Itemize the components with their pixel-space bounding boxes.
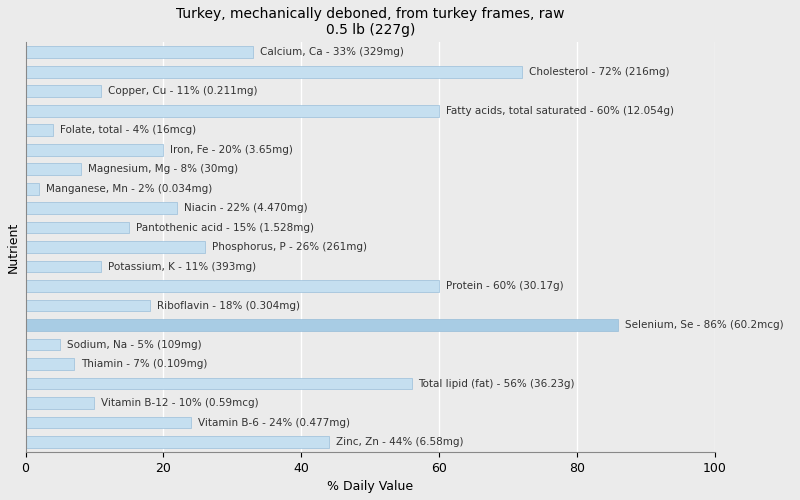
Title: Turkey, mechanically deboned, from turkey frames, raw
0.5 lb (227g): Turkey, mechanically deboned, from turke… [176, 7, 565, 37]
Bar [26, 261, 102, 272]
Text: Total lipid (fat) - 56% (36.23g): Total lipid (fat) - 56% (36.23g) [418, 378, 575, 388]
Bar [26, 378, 412, 390]
Text: Magnesium, Mg - 8% (30mg): Magnesium, Mg - 8% (30mg) [87, 164, 238, 174]
Bar [26, 242, 205, 253]
Text: Sodium, Na - 5% (109mg): Sodium, Na - 5% (109mg) [67, 340, 202, 349]
Text: Copper, Cu - 11% (0.211mg): Copper, Cu - 11% (0.211mg) [108, 86, 258, 96]
Bar [26, 124, 53, 136]
Bar [26, 338, 60, 350]
Bar [26, 66, 522, 78]
Bar [26, 222, 129, 234]
Text: Potassium, K - 11% (393mg): Potassium, K - 11% (393mg) [108, 262, 256, 272]
X-axis label: % Daily Value: % Daily Value [327, 480, 414, 493]
Bar [26, 144, 163, 156]
Bar [26, 319, 618, 331]
Text: Pantothenic acid - 15% (1.528mg): Pantothenic acid - 15% (1.528mg) [136, 222, 314, 232]
Text: Manganese, Mn - 2% (0.034mg): Manganese, Mn - 2% (0.034mg) [46, 184, 213, 194]
Bar [26, 416, 191, 428]
Text: Vitamin B-12 - 10% (0.59mcg): Vitamin B-12 - 10% (0.59mcg) [102, 398, 259, 408]
Text: Vitamin B-6 - 24% (0.477mg): Vitamin B-6 - 24% (0.477mg) [198, 418, 350, 428]
Y-axis label: Nutrient: Nutrient [7, 222, 20, 273]
Text: Calcium, Ca - 33% (329mg): Calcium, Ca - 33% (329mg) [260, 47, 404, 57]
Bar [26, 86, 102, 97]
Text: Phosphorus, P - 26% (261mg): Phosphorus, P - 26% (261mg) [212, 242, 366, 252]
Bar [26, 300, 150, 312]
Bar [26, 164, 81, 175]
Text: Thiamin - 7% (0.109mg): Thiamin - 7% (0.109mg) [81, 359, 207, 369]
Bar [26, 202, 177, 214]
Bar [26, 183, 39, 194]
Bar [26, 397, 94, 409]
Text: Protein - 60% (30.17g): Protein - 60% (30.17g) [446, 281, 564, 291]
Bar [26, 280, 439, 292]
Text: Zinc, Zn - 44% (6.58mg): Zinc, Zn - 44% (6.58mg) [336, 437, 463, 447]
Text: Selenium, Se - 86% (60.2mcg): Selenium, Se - 86% (60.2mcg) [626, 320, 784, 330]
Bar [26, 436, 329, 448]
Text: Riboflavin - 18% (0.304mg): Riboflavin - 18% (0.304mg) [157, 300, 299, 310]
Bar [26, 105, 439, 117]
Text: Folate, total - 4% (16mcg): Folate, total - 4% (16mcg) [60, 125, 196, 135]
Text: Fatty acids, total saturated - 60% (12.054g): Fatty acids, total saturated - 60% (12.0… [446, 106, 674, 116]
Text: Cholesterol - 72% (216mg): Cholesterol - 72% (216mg) [529, 66, 670, 76]
Text: Iron, Fe - 20% (3.65mg): Iron, Fe - 20% (3.65mg) [170, 144, 293, 154]
Bar [26, 358, 74, 370]
Bar [26, 46, 253, 58]
Text: Niacin - 22% (4.470mg): Niacin - 22% (4.470mg) [184, 203, 308, 213]
